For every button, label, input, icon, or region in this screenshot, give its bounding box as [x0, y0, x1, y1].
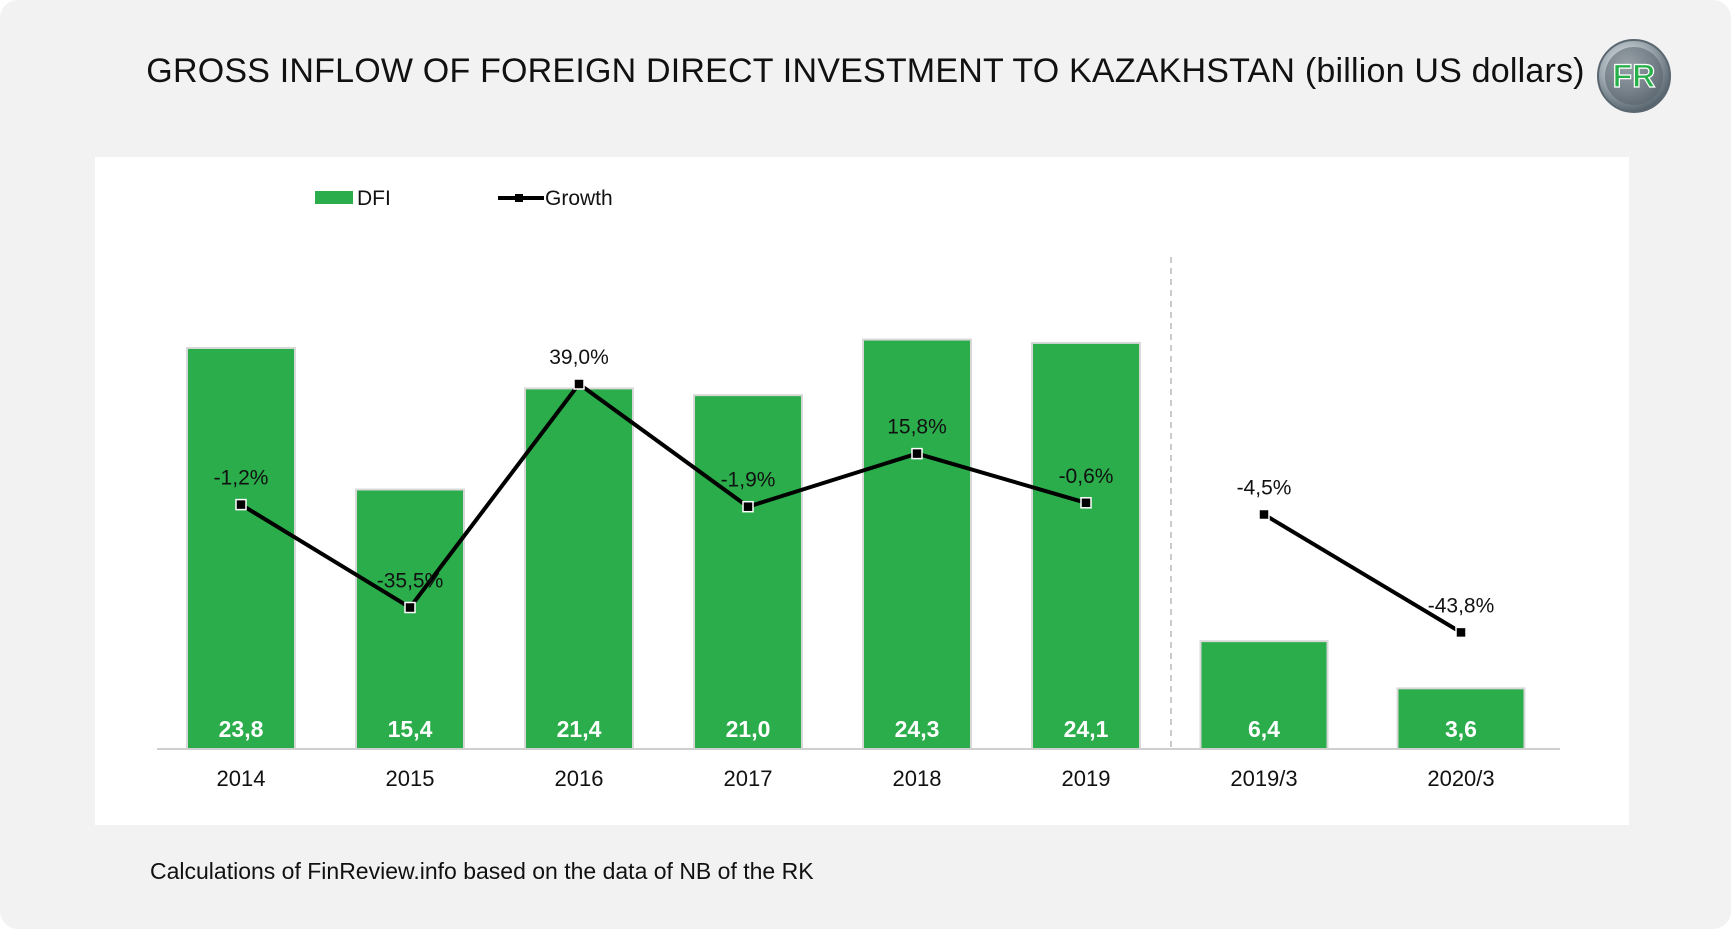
growth-value-label: -1,9%: [721, 469, 776, 492]
growth-marker: [235, 498, 247, 511]
legend: DFI Growth: [315, 187, 613, 210]
bar-value-label: 24,3: [895, 716, 940, 742]
bar-2020-3: [1396, 687, 1526, 751]
bar-2019: [1031, 341, 1141, 750]
bar-value-label: 24,1: [1064, 716, 1109, 742]
growth-line-annual: [239, 382, 1087, 610]
growth-marker: [1455, 626, 1467, 639]
x-tick-label: 2017: [724, 766, 773, 791]
growth-marker: [1258, 508, 1270, 521]
bar-value-label: 21,4: [557, 716, 602, 742]
growth-value-label: -43,8%: [1428, 594, 1495, 617]
growth-marker: [404, 601, 416, 614]
chart-panel: DFI Growth 23,8 15,4 21,4 21,0 24,3 24,1 6,4 3,6…: [95, 157, 1629, 825]
x-tick-label: 2016: [555, 766, 604, 791]
bar-2019-3: [1199, 640, 1329, 750]
bar-value-label: 3,6: [1445, 716, 1477, 742]
growth-value-label: -0,6%: [1059, 465, 1114, 488]
growth-marker: [911, 447, 923, 460]
x-tick-label: 2019/3: [1230, 766, 1297, 791]
bar-value-label: 15,4: [388, 716, 433, 742]
growth-value-label: -1,2%: [214, 467, 269, 490]
growth-series: -1,2% -35,5% 39,0% -1,9% 15,8% -0,6% -4,5% -43,…: [214, 346, 1495, 639]
x-tick-label: 2015: [386, 766, 435, 791]
legend-swatch-dfi: [315, 191, 353, 204]
growth-line-quarterly: [1262, 512, 1463, 635]
growth-value-label: 39,0%: [549, 346, 609, 369]
finreview-logo-icon: FR: [1597, 39, 1671, 113]
growth-value-label: -35,5%: [377, 570, 444, 593]
bar-2017: [693, 394, 803, 750]
growth-marker: [1080, 497, 1092, 509]
legend-label-dfi: DFI: [357, 187, 391, 210]
growth-marker: [742, 500, 754, 513]
bar-value-label: 21,0: [726, 716, 771, 742]
legend-swatch-growth-marker: [515, 194, 523, 202]
x-axis: 2014 2015 2016 2017 2018 2019 2019/3 2020/3: [157, 257, 1560, 791]
chart-title: GROSS INFLOW OF FOREIGN DIRECT INVESTMEN…: [146, 52, 1585, 90]
bar-2015: [355, 488, 465, 750]
bar-2016: [524, 387, 634, 750]
x-tick-label: 2019: [1062, 766, 1111, 791]
source-note: Calculations of FinReview.info based on …: [150, 858, 814, 884]
growth-value-label: 15,8%: [887, 416, 947, 439]
legend-label-growth: Growth: [545, 187, 613, 210]
bar-2018: [862, 338, 972, 750]
x-tick-label: 2018: [893, 766, 942, 791]
x-tick-label: 2014: [217, 766, 266, 791]
bar-series: 23,8 15,4 21,4 21,0 24,3 24,1 6,4 3,6: [186, 338, 1526, 751]
bar-value-label: 23,8: [219, 716, 264, 742]
x-tick-label: 2020/3: [1427, 766, 1494, 791]
growth-value-label: -4,5%: [1237, 477, 1292, 500]
bar-value-label: 6,4: [1248, 716, 1280, 742]
logo-text: FR: [1613, 58, 1656, 94]
chart-svg: DFI Growth 23,8 15,4 21,4 21,0 24,3 24,1 6,4 3,6…: [157, 187, 1560, 791]
bar-2014: [186, 346, 296, 750]
growth-marker: [573, 378, 585, 390]
